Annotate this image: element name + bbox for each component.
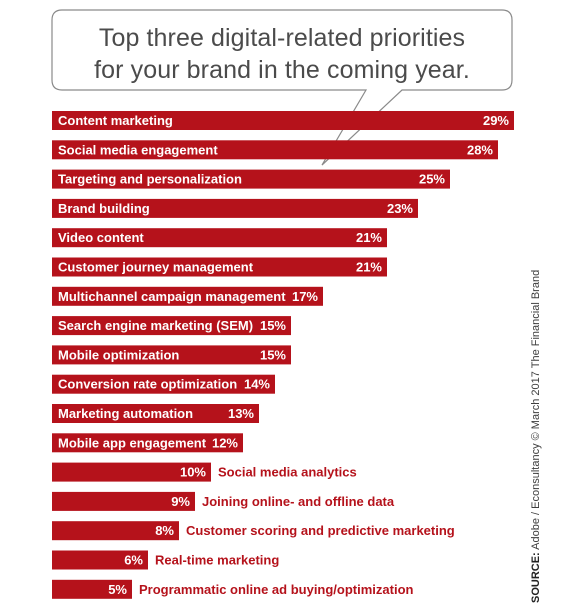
bar-value-label-9: 15% — [260, 347, 286, 362]
category-label-6: Customer journey management — [58, 260, 254, 275]
bar-value-label-4: 23% — [387, 201, 413, 216]
bar-value-label-13: 10% — [180, 465, 206, 480]
bar-value-label-16: 6% — [124, 553, 143, 568]
bar-2 — [52, 140, 498, 160]
category-label-14: Joining online- and offline data — [202, 494, 395, 509]
bar-value-label-1: 29% — [483, 113, 509, 128]
bar-value-label-8: 15% — [260, 318, 286, 333]
category-label-4: Brand building — [58, 201, 150, 216]
bar-value-label-17: 5% — [108, 582, 127, 597]
bar-17 — [52, 579, 132, 599]
bar-7 — [52, 286, 323, 306]
bar-value-label-6: 21% — [356, 260, 382, 275]
bar-14 — [52, 491, 195, 511]
bar-value-label-3: 25% — [419, 172, 445, 187]
category-label-11: Marketing automation — [58, 406, 193, 421]
bars-group: 29% Content marketing 28% Social media enga… — [52, 111, 514, 599]
category-label-17: Programmatic online ad buying/optimizati… — [139, 582, 414, 597]
category-label-13: Social media analytics — [218, 465, 357, 480]
source-text: Adobe / Econsultancy © March 2017 The Fi… — [530, 269, 542, 550]
category-label-7: Multichannel campaign management — [58, 289, 286, 304]
category-label-15: Customer scoring and predictive marketin… — [186, 523, 455, 538]
bar-8 — [52, 316, 291, 336]
category-label-16: Real-time marketing — [155, 553, 279, 568]
bar-value-label-14: 9% — [171, 494, 190, 509]
bar-value-label-10: 14% — [244, 377, 270, 392]
category-label-9: Mobile optimization — [58, 347, 179, 362]
bar-12 — [52, 433, 243, 453]
bar-1 — [52, 111, 514, 130]
category-label-12: Mobile app engagement — [58, 435, 207, 450]
bar-16 — [52, 550, 148, 570]
bar-3 — [52, 169, 450, 189]
bar-9 — [52, 345, 291, 365]
bar-value-label-5: 21% — [356, 230, 382, 245]
bar-value-label-11: 13% — [228, 406, 254, 421]
bar-value-label-12: 12% — [212, 435, 238, 450]
bar-4 — [52, 198, 418, 218]
bar-15 — [52, 521, 179, 541]
source-note: SOURCE: Adobe / Econsultancy © March 201… — [530, 258, 548, 603]
category-label-10: Conversion rate optimization — [58, 377, 237, 392]
category-label-3: Targeting and personalization — [58, 172, 242, 187]
category-label-8: Search engine marketing (SEM) — [58, 318, 253, 333]
category-label-2: Social media engagement — [58, 142, 218, 157]
category-label-1: Content marketing — [58, 113, 173, 128]
bar-13 — [52, 462, 211, 482]
chart-title-line-2: for your brand in the coming year. — [94, 56, 470, 84]
bar-value-label-15: 8% — [155, 523, 174, 538]
category-label-5: Video content — [58, 230, 144, 245]
bar-6 — [52, 257, 387, 277]
bar-11 — [52, 404, 259, 423]
source-prefix: SOURCE: — [530, 552, 542, 603]
bar-10 — [52, 374, 275, 394]
bar-5 — [52, 228, 387, 248]
bar-value-label-2: 28% — [467, 142, 493, 157]
bar-value-label-7: 17% — [292, 289, 318, 304]
chart-title-line-1: Top three digital-related priorities — [98, 24, 466, 52]
